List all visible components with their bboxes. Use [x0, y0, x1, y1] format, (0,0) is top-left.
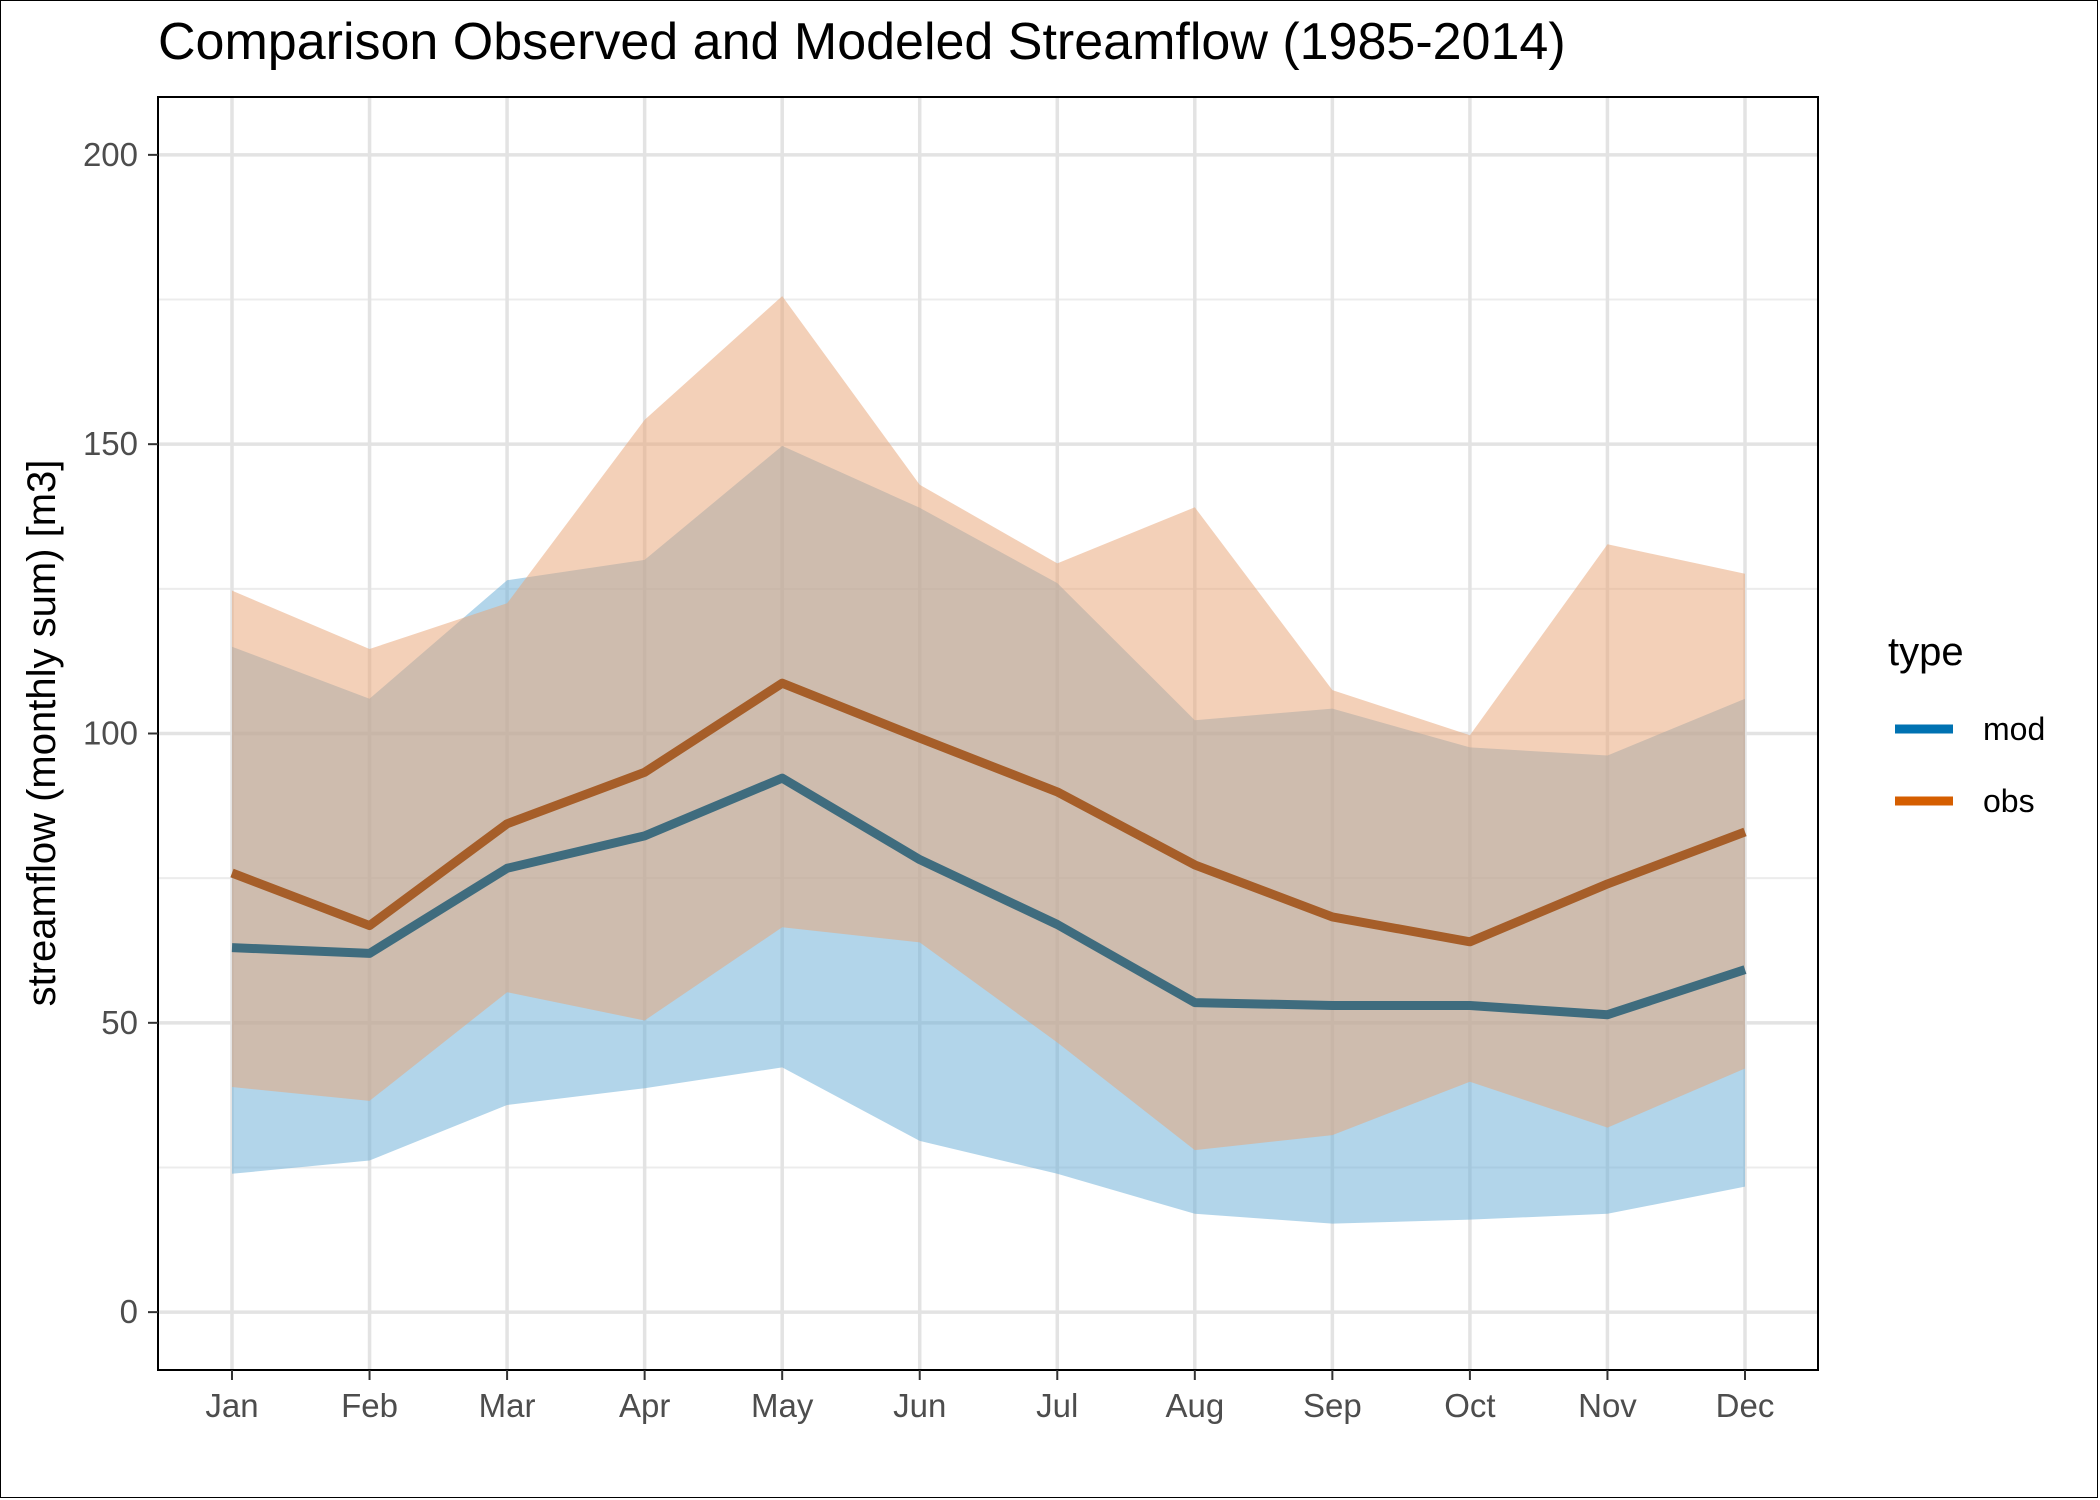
legend-label-obs: obs	[1983, 783, 2035, 819]
legend-label-mod: mod	[1983, 711, 2045, 747]
axis-ticks: 0 50 100 150 200 Jan Feb Mar Apr May Jun Jul Aug Sep O…	[83, 136, 1774, 1424]
y-tick-label: 100	[83, 715, 138, 752]
y-axis-title: streamflow (monthly sum) [m3]	[20, 460, 64, 1007]
ribbon-bands	[232, 296, 1745, 1224]
y-tick-label: 150	[83, 425, 138, 462]
x-tick-label: Apr	[619, 1387, 670, 1424]
x-tick-label: Dec	[1716, 1387, 1775, 1424]
x-tick-label: Nov	[1578, 1387, 1637, 1424]
x-tick-label: Mar	[479, 1387, 536, 1424]
legend: type mod obs	[1888, 630, 2045, 819]
y-tick-label: 50	[101, 1004, 138, 1041]
x-tick-label: Jul	[1036, 1387, 1078, 1424]
x-tick-label: Oct	[1444, 1387, 1495, 1424]
x-tick-label: Feb	[341, 1387, 398, 1424]
x-tick-label: Aug	[1165, 1387, 1224, 1424]
ribbon-obs	[232, 296, 1745, 1151]
chart-title: Comparison Observed and Modeled Streamfl…	[158, 13, 1566, 71]
y-tick-label: 0	[120, 1293, 138, 1330]
x-tick-label: Jan	[205, 1387, 258, 1424]
series-line-mod	[231, 773, 1747, 1020]
y-tick-label: 200	[83, 136, 138, 173]
x-tick-label: Jun	[893, 1387, 946, 1424]
series-line-obs	[230, 678, 1747, 947]
x-tick-label: Sep	[1303, 1387, 1362, 1424]
legend-title: type	[1888, 630, 1964, 674]
x-tick-label: May	[751, 1387, 814, 1424]
series-lines	[230, 678, 1747, 1020]
